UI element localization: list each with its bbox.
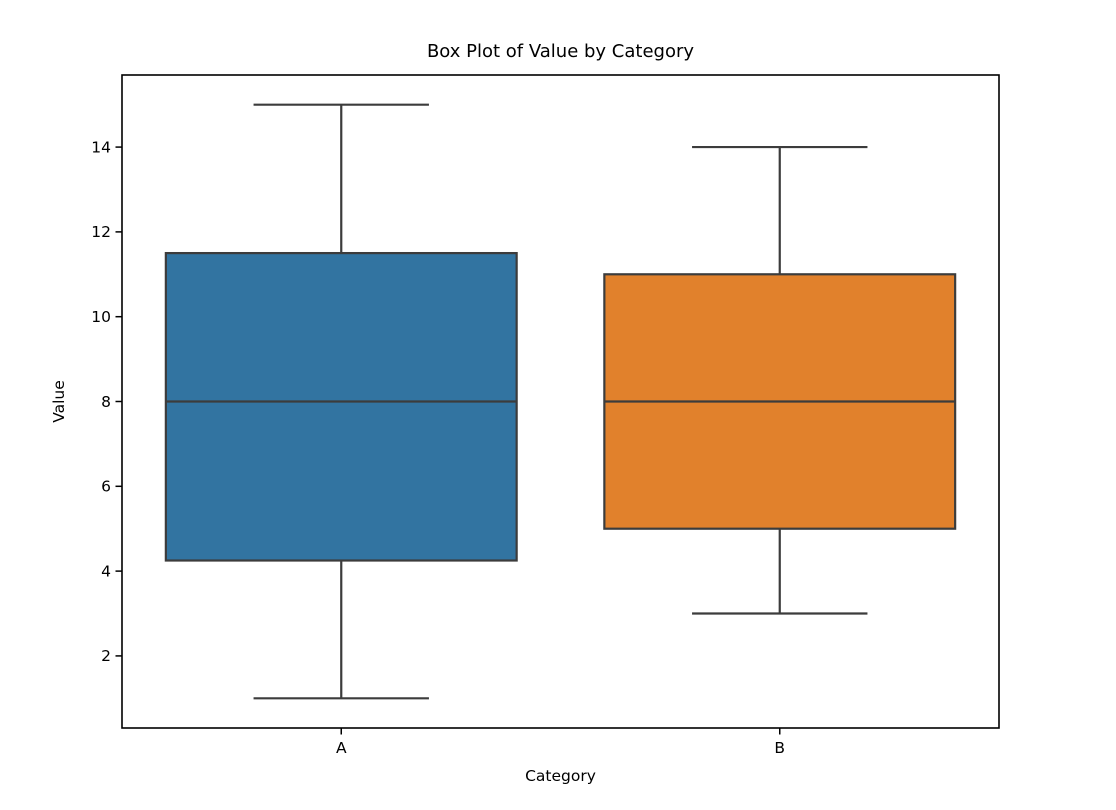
y-tick-label-10: 10 xyxy=(91,308,111,326)
box-A xyxy=(164,251,518,562)
x-axis-label: Category xyxy=(525,767,596,785)
y-tick-label-8: 8 xyxy=(101,393,111,411)
y-tick-label-14: 14 xyxy=(91,138,111,156)
y-tick-label-6: 6 xyxy=(101,478,111,496)
x-tick-label-A: A xyxy=(336,739,347,757)
whiskers-group xyxy=(253,103,868,700)
y-axis-label: Value xyxy=(50,380,68,423)
x-tick-label-B: B xyxy=(774,739,785,757)
y-tick-label-4: 4 xyxy=(101,562,111,580)
y-axis-ticks: 2 4 6 8 10 12 14 xyxy=(91,138,122,665)
boxes-group xyxy=(164,251,957,562)
y-tick-label-2: 2 xyxy=(101,647,111,665)
y-tick-label-12: 12 xyxy=(91,223,111,241)
chart-title: Box Plot of Value by Category xyxy=(427,41,694,62)
